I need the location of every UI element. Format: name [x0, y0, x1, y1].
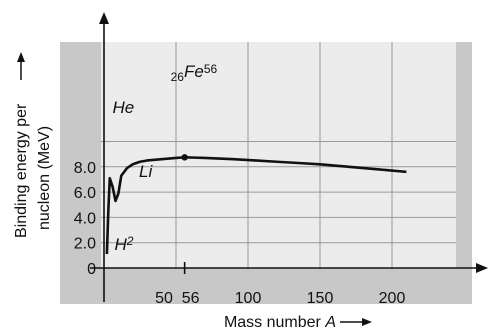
y-axis-title-line2: nucleon (MeV) [36, 126, 53, 230]
label-fe56: 26Fe56 [171, 62, 218, 84]
x-axis-title: Mass number A [224, 314, 336, 331]
label-h2: H2 [115, 234, 134, 254]
y-axis-title-line1: Binding energy per [13, 103, 30, 238]
grid [101, 42, 456, 268]
x-tick-label: 56 [182, 290, 200, 307]
plot-area [101, 42, 456, 268]
x-tick-label: 100 [235, 290, 262, 307]
x-tick-label: 200 [379, 290, 406, 307]
y-tick-label: 6.0 [74, 185, 96, 202]
x-axis-title-arrow [340, 318, 372, 326]
y-tick-label: 2.0 [74, 236, 96, 253]
binding-energy-curve [105, 156, 407, 255]
x-tick-label: 150 [307, 290, 334, 307]
label-he: He [113, 98, 135, 117]
fe56-peak-point [181, 154, 188, 161]
y-axis-arrowhead [99, 12, 109, 24]
x-tick-label: 50 [155, 290, 173, 307]
y-axis-title-arrow [17, 52, 25, 80]
label-li: Li [139, 162, 153, 181]
ticks: 0 2.0 4.0 6.0 8.0 50 56 100 150 200 [74, 160, 406, 307]
y-tick-label: 4.0 [74, 210, 96, 227]
axes [90, 12, 488, 302]
y-tick-label: 8.0 [74, 160, 96, 177]
y-tick-label: 0 [87, 261, 96, 278]
x-axis-arrowhead [476, 263, 488, 273]
